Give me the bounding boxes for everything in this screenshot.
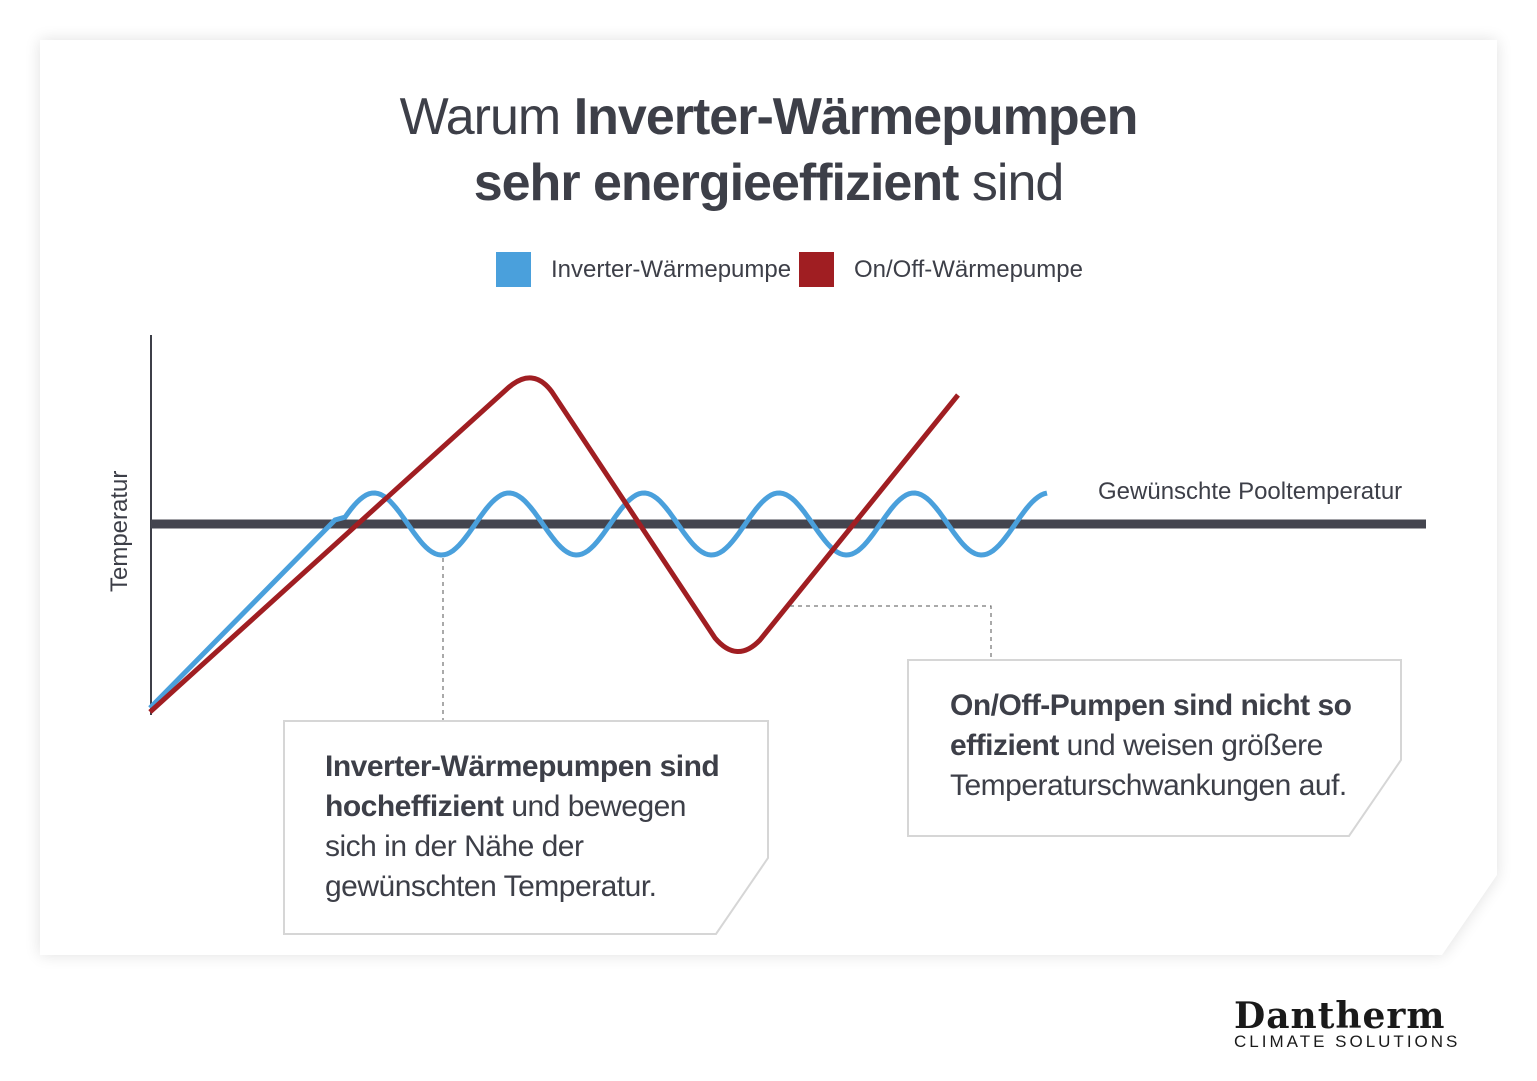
onoff-curve — [148, 375, 960, 714]
inverter-note: Inverter-Wärmepumpen sind hocheffizient … — [325, 750, 720, 903]
legend-item-onoff: On/Off-Wärmepumpe — [799, 252, 1083, 287]
onoff-note-box — [907, 659, 1402, 837]
legend-item-inverter: Inverter-Wärmepumpe — [496, 252, 791, 287]
legend-swatch — [496, 252, 531, 287]
onoff-note: On/Off-Pumpen sind nicht so effizient un… — [950, 689, 1352, 802]
target-label: Gewünschte Pooltemperatur — [1098, 478, 1403, 505]
y-axis-label: Temperatur — [106, 470, 133, 592]
dantherm-logo: Dantherm CLIMATE SOLUTIONS — [1234, 995, 1461, 1051]
page-title: Warum Inverter-Wärmepumpen sehr energiee… — [399, 88, 1139, 212]
inverter-curve — [148, 490, 1048, 710]
legend-swatch — [799, 252, 834, 287]
inverter-note-box — [283, 720, 769, 935]
onoff-callout-line — [790, 605, 992, 660]
